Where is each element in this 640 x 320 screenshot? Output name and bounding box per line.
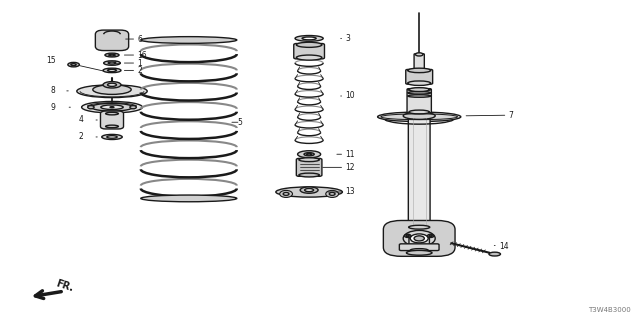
FancyBboxPatch shape xyxy=(408,118,430,228)
FancyBboxPatch shape xyxy=(294,44,324,59)
Ellipse shape xyxy=(409,88,429,92)
Ellipse shape xyxy=(410,249,428,252)
Text: 4: 4 xyxy=(78,116,83,124)
Ellipse shape xyxy=(378,112,461,122)
Ellipse shape xyxy=(415,53,423,56)
Ellipse shape xyxy=(296,42,322,47)
Ellipse shape xyxy=(68,62,79,67)
Ellipse shape xyxy=(77,85,147,98)
Ellipse shape xyxy=(109,54,115,56)
Ellipse shape xyxy=(106,125,118,128)
Ellipse shape xyxy=(409,110,429,114)
Text: 5: 5 xyxy=(237,118,242,127)
Ellipse shape xyxy=(489,252,500,256)
Ellipse shape xyxy=(408,95,431,97)
Ellipse shape xyxy=(102,134,122,140)
Text: 9: 9 xyxy=(51,103,56,112)
Ellipse shape xyxy=(409,225,430,229)
Ellipse shape xyxy=(408,92,431,94)
FancyBboxPatch shape xyxy=(383,220,455,256)
Text: 6: 6 xyxy=(138,35,143,44)
Ellipse shape xyxy=(298,151,321,158)
Ellipse shape xyxy=(130,106,136,109)
FancyBboxPatch shape xyxy=(95,30,129,51)
Text: FR.: FR. xyxy=(54,279,75,294)
Text: 16: 16 xyxy=(138,51,147,60)
Ellipse shape xyxy=(299,158,319,162)
Ellipse shape xyxy=(408,68,431,73)
Text: 1: 1 xyxy=(138,59,142,68)
FancyBboxPatch shape xyxy=(100,111,124,129)
FancyBboxPatch shape xyxy=(407,89,431,113)
Text: T3W4B3000: T3W4B3000 xyxy=(588,307,630,313)
Ellipse shape xyxy=(280,190,292,197)
Ellipse shape xyxy=(429,235,433,237)
Ellipse shape xyxy=(295,36,323,41)
Text: 8: 8 xyxy=(51,86,56,95)
Ellipse shape xyxy=(406,235,410,237)
FancyBboxPatch shape xyxy=(406,69,433,84)
Text: 2: 2 xyxy=(138,66,142,75)
Ellipse shape xyxy=(103,68,121,73)
Ellipse shape xyxy=(296,55,322,60)
Ellipse shape xyxy=(92,103,133,111)
Ellipse shape xyxy=(283,192,289,195)
Ellipse shape xyxy=(106,112,118,115)
Ellipse shape xyxy=(305,188,314,192)
Text: 14: 14 xyxy=(499,242,509,251)
Ellipse shape xyxy=(414,236,424,241)
Ellipse shape xyxy=(408,88,431,91)
Ellipse shape xyxy=(404,234,411,237)
Text: 12: 12 xyxy=(346,163,355,172)
Text: 2: 2 xyxy=(79,132,83,141)
Ellipse shape xyxy=(82,101,143,113)
Ellipse shape xyxy=(302,37,316,40)
Ellipse shape xyxy=(103,82,121,88)
Ellipse shape xyxy=(141,195,237,202)
Ellipse shape xyxy=(410,234,428,243)
Ellipse shape xyxy=(88,106,94,109)
Ellipse shape xyxy=(408,81,431,85)
Ellipse shape xyxy=(330,192,335,195)
Ellipse shape xyxy=(107,136,117,138)
Ellipse shape xyxy=(93,85,131,94)
Ellipse shape xyxy=(141,36,237,43)
Text: 7: 7 xyxy=(509,111,514,120)
Ellipse shape xyxy=(104,61,120,65)
Ellipse shape xyxy=(300,187,318,193)
Text: 13: 13 xyxy=(346,188,355,196)
Ellipse shape xyxy=(276,187,342,197)
Ellipse shape xyxy=(307,153,312,155)
Text: 3: 3 xyxy=(346,34,351,43)
Ellipse shape xyxy=(403,230,435,246)
Ellipse shape xyxy=(406,250,432,255)
Ellipse shape xyxy=(71,64,76,66)
Ellipse shape xyxy=(105,53,119,57)
Ellipse shape xyxy=(110,107,114,108)
Text: 10: 10 xyxy=(346,92,355,100)
FancyBboxPatch shape xyxy=(296,158,322,176)
FancyBboxPatch shape xyxy=(409,238,429,251)
Ellipse shape xyxy=(101,105,123,109)
FancyBboxPatch shape xyxy=(414,54,424,71)
Ellipse shape xyxy=(108,62,116,64)
Ellipse shape xyxy=(326,190,339,197)
Ellipse shape xyxy=(428,234,434,237)
FancyBboxPatch shape xyxy=(399,244,439,251)
Ellipse shape xyxy=(304,153,314,156)
Ellipse shape xyxy=(108,69,116,71)
Ellipse shape xyxy=(108,83,116,86)
Ellipse shape xyxy=(403,112,435,119)
Text: 15: 15 xyxy=(46,56,56,65)
Ellipse shape xyxy=(299,173,319,177)
Text: 11: 11 xyxy=(346,150,355,159)
